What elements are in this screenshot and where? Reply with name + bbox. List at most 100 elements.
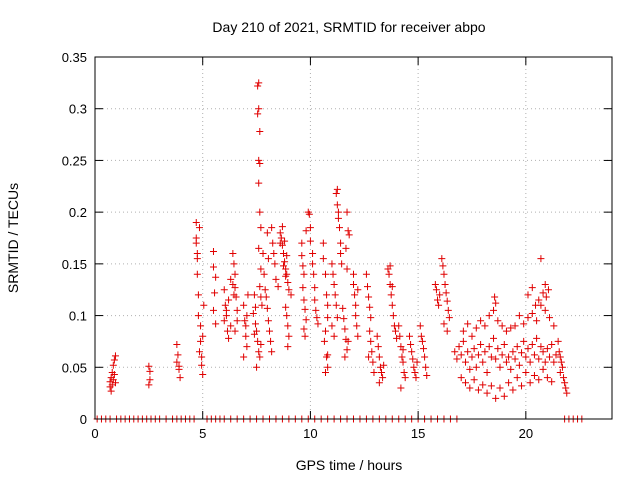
data-point: [285, 332, 293, 340]
data-point: [255, 348, 263, 356]
data-point: [193, 270, 201, 278]
data-point: [505, 379, 513, 387]
data-point: [302, 316, 310, 324]
data-point: [483, 389, 491, 397]
data-point: [253, 363, 261, 371]
data-point: [440, 320, 448, 328]
data-point: [434, 296, 442, 304]
data-point: [485, 343, 493, 351]
data-point: [453, 355, 461, 363]
data-point: [477, 317, 485, 325]
data-point: [550, 358, 558, 366]
data-point: [333, 314, 341, 322]
data-point: [324, 314, 332, 322]
data-point: [311, 296, 319, 304]
data-point: [173, 358, 181, 366]
data-point: [353, 322, 361, 330]
data-point: [299, 284, 307, 292]
data-point: [518, 349, 526, 357]
data-point: [546, 314, 554, 322]
data-point: [233, 306, 241, 314]
data-point: [251, 320, 259, 328]
data-point: [250, 330, 258, 338]
grid: [95, 57, 612, 419]
data-point: [491, 293, 499, 301]
data-point: [439, 262, 447, 270]
data-point: [209, 247, 217, 255]
data-point: [398, 353, 406, 361]
data-point: [298, 252, 306, 260]
data-point: [543, 345, 551, 353]
data-point: [282, 272, 290, 280]
data-point: [494, 345, 502, 353]
data-point: [109, 361, 117, 369]
data-point: [535, 355, 543, 363]
data-point: [174, 351, 182, 359]
data-point: [332, 301, 340, 309]
data-point: [507, 365, 515, 373]
data-point: [530, 351, 538, 359]
y-tick-label: 0.35: [62, 50, 87, 65]
data-point: [409, 355, 417, 363]
y-tick-label: 0.15: [62, 257, 87, 272]
data-point: [532, 301, 540, 309]
data-point: [533, 317, 541, 325]
data-point: [541, 281, 549, 289]
data-point: [225, 334, 233, 342]
data-point: [494, 317, 502, 325]
data-point: [254, 82, 262, 90]
data-point: [270, 250, 278, 258]
data-point: [110, 356, 118, 364]
data-point: [352, 312, 360, 320]
data-point: [462, 358, 470, 366]
data-point: [330, 332, 338, 340]
data-point: [457, 374, 465, 382]
data-point: [195, 224, 203, 232]
data-point: [342, 244, 350, 252]
data-point: [250, 291, 258, 299]
data-point: [396, 332, 404, 340]
y-tick-label: 0.3: [69, 102, 87, 117]
data-point: [406, 332, 414, 340]
data-point: [193, 250, 201, 258]
data-point: [515, 312, 523, 320]
data-point: [341, 353, 349, 361]
data-point: [195, 348, 203, 356]
data-point: [343, 265, 351, 273]
data-point: [474, 386, 482, 394]
data-point: [362, 270, 370, 278]
data-point: [367, 337, 375, 345]
x-tick-label: 10: [303, 426, 317, 441]
data-point: [284, 343, 292, 351]
data-point: [269, 239, 277, 247]
data-point: [194, 291, 202, 299]
y-tick-label: 0.25: [62, 153, 87, 168]
data-point: [306, 237, 314, 245]
data-point: [300, 325, 308, 333]
data-point: [264, 317, 272, 325]
data-point: [399, 358, 407, 366]
data-point: [509, 386, 517, 394]
y-tick-label: 0.1: [69, 309, 87, 324]
data-point: [423, 372, 431, 380]
data-point: [111, 352, 119, 360]
data-point: [479, 381, 487, 389]
data-point: [522, 353, 530, 361]
data-point: [330, 281, 338, 289]
data-point: [229, 281, 237, 289]
data-point: [223, 327, 231, 335]
data-point: [500, 392, 508, 400]
data-point: [313, 314, 321, 322]
data-point: [268, 348, 276, 356]
data-point: [344, 227, 352, 235]
data-point: [241, 317, 249, 325]
data-point: [546, 353, 554, 361]
data-point: [487, 382, 495, 390]
data-point: [528, 284, 536, 292]
data-point: [524, 314, 532, 322]
data-point: [267, 337, 275, 345]
data-point: [560, 374, 568, 382]
data-point: [420, 345, 428, 353]
data-point: [333, 201, 341, 209]
data-point: [535, 376, 543, 384]
